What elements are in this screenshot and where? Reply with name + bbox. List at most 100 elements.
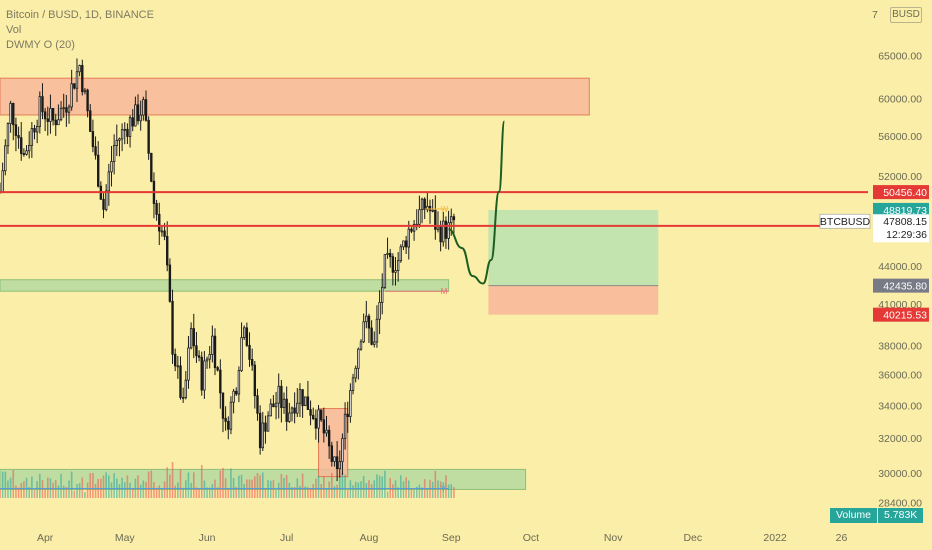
volume-bar: [12, 469, 15, 498]
y-tick-label: 52000.00: [878, 171, 922, 183]
candle-body: [160, 230, 164, 233]
volume-bar: [9, 477, 12, 498]
price-tag-box: [873, 202, 929, 217]
candle-body: [285, 398, 288, 422]
y-tick-label-top: 7: [872, 9, 878, 21]
candle-body: [333, 456, 336, 462]
volume-bar: [264, 488, 267, 498]
volume-bar: [445, 475, 447, 498]
last-price-box: [873, 214, 929, 243]
candle-body: [20, 137, 23, 154]
volume-bar: [62, 485, 65, 498]
candle-body: [25, 150, 28, 155]
volume-bar: [158, 485, 161, 498]
candle-body: [447, 222, 450, 239]
candle-body: [407, 228, 410, 248]
candle-body: [325, 429, 328, 434]
candle-body: [301, 389, 304, 407]
candle-body: [65, 107, 68, 113]
volume-bar: [299, 485, 301, 498]
price-axis[interactable]: 65000.00 60000.00 56000.00 52000.00 44000.00…: [872, 9, 922, 510]
candle-body: [245, 327, 249, 346]
candle-body: [126, 128, 129, 137]
volume-bar: [174, 485, 176, 498]
volume-bar: [378, 475, 381, 498]
volume-bar: [78, 483, 81, 498]
volume-label: Volume: [830, 508, 878, 523]
symbol-title[interactable]: Bitcoin / BUSD, 1D, BINANCE: [6, 9, 154, 21]
candle-body: [158, 213, 161, 232]
candle-body: [41, 96, 44, 113]
candle-body: [327, 429, 331, 447]
indicator-dwmy-label[interactable]: DWMY O (20): [6, 39, 75, 51]
volume-bar: [386, 491, 389, 498]
projection-path[interactable]: [448, 120, 506, 285]
candle-body: [248, 344, 251, 360]
candle-body: [163, 230, 166, 237]
volume-bar: [142, 480, 145, 498]
projection-curve: [448, 120, 506, 285]
price-tag-box: [873, 185, 929, 200]
candle-body: [62, 107, 65, 110]
volume-bar: [113, 473, 115, 498]
volume-bar: [352, 485, 354, 498]
candle-body: [258, 412, 262, 449]
volume-bar: [325, 488, 328, 498]
volume-bar: [227, 488, 230, 498]
candle-body: [314, 418, 318, 429]
volume-bar: [177, 482, 179, 498]
candle-body: [253, 364, 257, 397]
candle-body: [381, 286, 384, 303]
candle-body: [391, 256, 395, 273]
volume-bar: [139, 484, 142, 498]
volume-bar: [256, 473, 259, 498]
candle-body: [102, 198, 105, 210]
candle-body: [266, 415, 270, 432]
candle-body: [341, 437, 344, 463]
volume-bar: [131, 488, 134, 498]
horizontal-lines[interactable]: [0, 191, 868, 227]
volume-bar: [137, 475, 139, 498]
time-axis[interactable]: Apr May Jun Jul Aug Sep Oct Nov Dec 2022 26: [37, 532, 847, 544]
candle-body: [203, 360, 206, 391]
volume-bar: [65, 486, 68, 498]
volume-bar: [33, 489, 36, 498]
candle-body: [367, 315, 371, 329]
volume-bar: [389, 478, 391, 498]
candle-body: [89, 110, 92, 132]
volume-bar: [118, 484, 121, 498]
volume-bar: [360, 481, 362, 498]
candle-body: [280, 385, 283, 408]
candle-body: [4, 145, 7, 172]
candle-body: [147, 119, 150, 154]
volume-bar: [328, 481, 330, 498]
candle-body: [173, 353, 177, 367]
candle-body: [335, 456, 339, 470]
candle-body: [412, 223, 416, 232]
volume-bar: [450, 484, 453, 498]
volume-bar: [288, 482, 291, 498]
candle-body: [104, 190, 108, 210]
volume-bar: [54, 480, 57, 498]
volume-bar: [421, 487, 423, 498]
volume-bar: [185, 480, 187, 498]
position-tool[interactable]: [488, 209, 659, 315]
candle-body: [28, 144, 31, 152]
currency-selector[interactable]: BUSD: [890, 7, 922, 23]
volume-bar: [121, 477, 123, 498]
volume-bar: [331, 472, 333, 498]
candle-body: [306, 396, 310, 410]
price-tag-box: [873, 307, 929, 322]
volume-bar: [203, 480, 206, 498]
volume-bar: [317, 475, 320, 498]
volume-bar: [307, 487, 309, 498]
indicator-vol-label[interactable]: Vol: [6, 24, 22, 36]
candle-body: [181, 397, 185, 399]
marker-label-m: M: [441, 287, 448, 296]
volume-bar: [323, 476, 325, 498]
candle-body: [155, 203, 158, 215]
volume-bar: [198, 488, 200, 498]
y-tick-label: 36000.00: [878, 369, 922, 381]
volume-bar: [84, 491, 86, 498]
